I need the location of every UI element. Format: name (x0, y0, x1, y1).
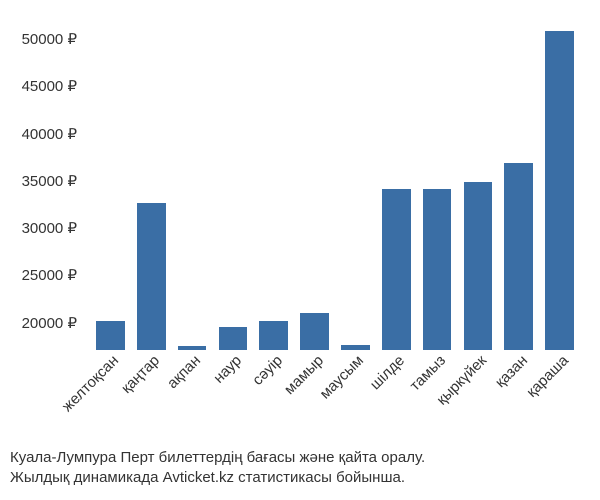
y-tick-label: 35000 ₽ (22, 172, 77, 190)
chart-container: 20000 ₽ 25000 ₽ 30000 ₽ 35000 ₽ 40000 ₽ 45000… (0, 0, 600, 500)
bar (300, 313, 329, 350)
y-tick-label: 40000 ₽ (22, 125, 77, 143)
plot-area (90, 10, 580, 350)
y-tick-label: 50000 ₽ (22, 30, 77, 48)
y-tick-label: 55000 ₽ (22, 0, 77, 1)
bar (219, 327, 248, 350)
x-axis-ticklabels: желтоқсанқаңтарақпаннаурсәуірмамырмаусым… (90, 352, 580, 442)
y-axis-ticklabels: 20000 ₽ 25000 ₽ 30000 ₽ 35000 ₽ 40000 ₽ 45000… (0, 10, 85, 350)
bar (545, 31, 574, 350)
chart-caption: Куала-Лумпура Перт билеттердің бағасы жә… (10, 448, 600, 487)
bar (341, 345, 370, 350)
bars-group (90, 10, 580, 350)
y-tick-label: 30000 ₽ (22, 219, 77, 237)
y-tick-label: 20000 ₽ (22, 314, 77, 332)
bar (423, 189, 452, 350)
y-tick-label: 25000 ₽ (22, 266, 77, 284)
bar (259, 321, 288, 350)
caption-line-1: Куала-Лумпура Перт билеттердің бағасы жә… (10, 448, 600, 468)
bar (137, 203, 166, 350)
bar (504, 163, 533, 350)
caption-line-2: Жылдық динамикада Avticket.kz статистика… (10, 468, 600, 488)
bar (178, 346, 207, 350)
y-tick-label: 45000 ₽ (22, 77, 77, 95)
bar (96, 321, 125, 350)
bar (464, 182, 493, 350)
bar (382, 189, 411, 350)
